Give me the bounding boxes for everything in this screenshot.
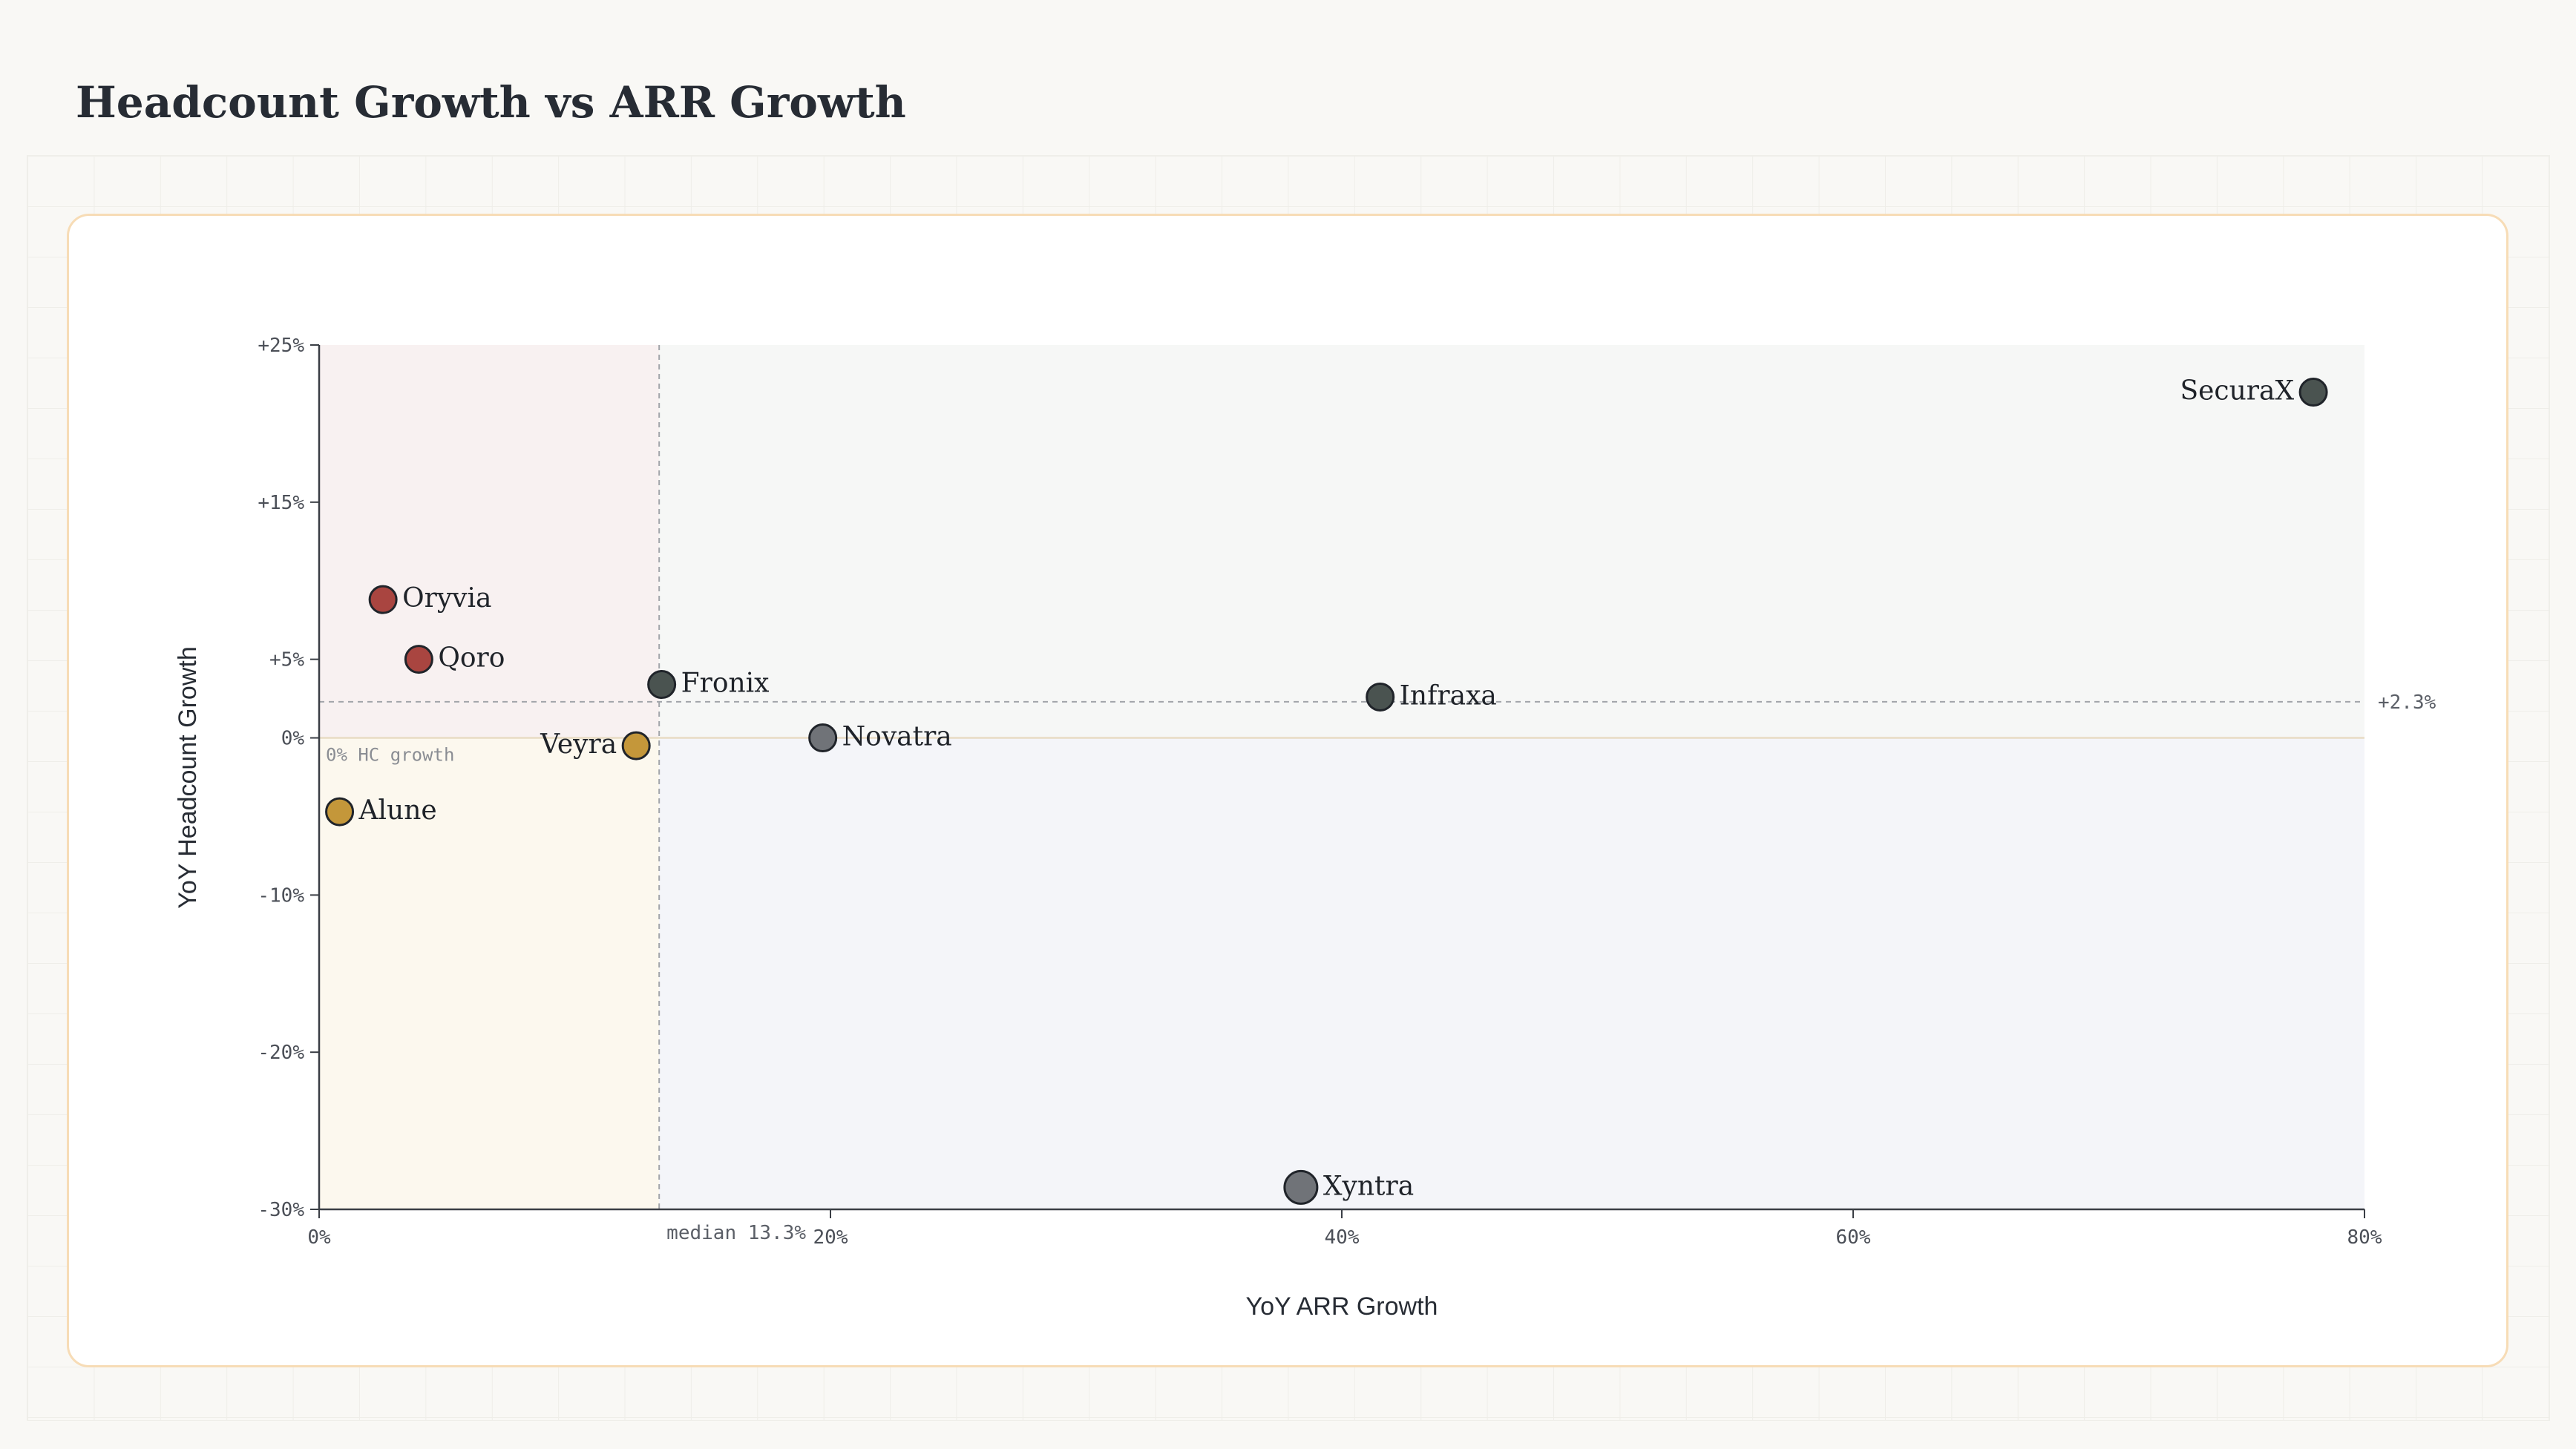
point-label: SecuraX bbox=[2180, 376, 2294, 407]
y-tick-label: +5% bbox=[269, 649, 304, 671]
point-label: Fronix bbox=[681, 668, 770, 699]
point-marker bbox=[621, 731, 651, 760]
x-tick-label: 20% bbox=[813, 1226, 848, 1249]
x-tick-label: 0% bbox=[307, 1226, 331, 1249]
point-marker bbox=[325, 797, 355, 827]
x-tick-label: 40% bbox=[1325, 1226, 1360, 1249]
x-axis-title: YoY ARR Growth bbox=[1246, 1292, 1438, 1321]
point-marker bbox=[808, 723, 838, 753]
point-marker bbox=[647, 670, 677, 700]
point-marker bbox=[404, 645, 433, 674]
arr-median-label: median 13.3% bbox=[666, 1222, 806, 1244]
point-label: Qoro bbox=[438, 643, 505, 674]
reference-lines: 0% HC growth +2.3% median 13.3% bbox=[319, 345, 2436, 1244]
point-label: Novatra bbox=[842, 722, 952, 752]
point-label: Infraxa bbox=[1400, 680, 1497, 711]
quadrant-backgrounds bbox=[319, 345, 2364, 1209]
y-ticks: +25% +15% +5% 0% -10% -20% -30% bbox=[258, 335, 319, 1221]
data-point: Xyntra bbox=[1283, 1169, 1414, 1205]
data-point: Fronix bbox=[647, 668, 770, 700]
y-tick-label: -30% bbox=[258, 1199, 304, 1221]
zero-hc-label: 0% HC growth bbox=[326, 745, 454, 766]
data-points: SecuraX Oryvia Qoro Fronix Infraxa Novatra Vey… bbox=[325, 376, 2328, 1205]
point-marker bbox=[1283, 1169, 1319, 1205]
y-tick-label: -10% bbox=[258, 884, 304, 907]
data-point: Qoro bbox=[404, 643, 505, 674]
hc-median-label: +2.3% bbox=[2378, 691, 2436, 714]
point-label: Oryvia bbox=[402, 583, 491, 614]
point-marker bbox=[1366, 682, 1395, 712]
data-point: SecuraX bbox=[2180, 376, 2328, 407]
y-tick-label: +25% bbox=[258, 335, 304, 357]
data-point: Novatra bbox=[808, 722, 952, 753]
quadrant-low-arr-high-hc bbox=[319, 345, 660, 738]
y-axis-title: YoY Headcount Growth bbox=[174, 646, 202, 908]
point-marker bbox=[2298, 378, 2328, 407]
page-title: Headcount Growth vs ARR Growth bbox=[76, 77, 906, 128]
data-point: Alune bbox=[325, 795, 437, 827]
point-label: Xyntra bbox=[1323, 1171, 1414, 1201]
quadrant-low-arr-low-hc bbox=[319, 737, 660, 1209]
y-tick-label: -20% bbox=[258, 1042, 304, 1064]
point-label: Veyra bbox=[540, 729, 617, 760]
x-ticks: 0% 20% 40% 60% 80% bbox=[307, 1209, 2382, 1249]
point-label: Alune bbox=[358, 795, 437, 826]
quadrant-high-arr-high-hc bbox=[659, 345, 2364, 738]
y-tick-label: 0% bbox=[281, 728, 305, 750]
point-marker bbox=[368, 585, 398, 614]
data-point: Oryvia bbox=[368, 583, 492, 614]
data-point: Veyra bbox=[540, 729, 651, 760]
x-tick-label: 60% bbox=[1836, 1226, 1871, 1249]
data-point: Infraxa bbox=[1366, 680, 1497, 712]
y-tick-label: +15% bbox=[258, 492, 304, 514]
x-tick-label: 80% bbox=[2347, 1226, 2382, 1249]
quadrant-high-arr-low-hc bbox=[659, 737, 2364, 1209]
